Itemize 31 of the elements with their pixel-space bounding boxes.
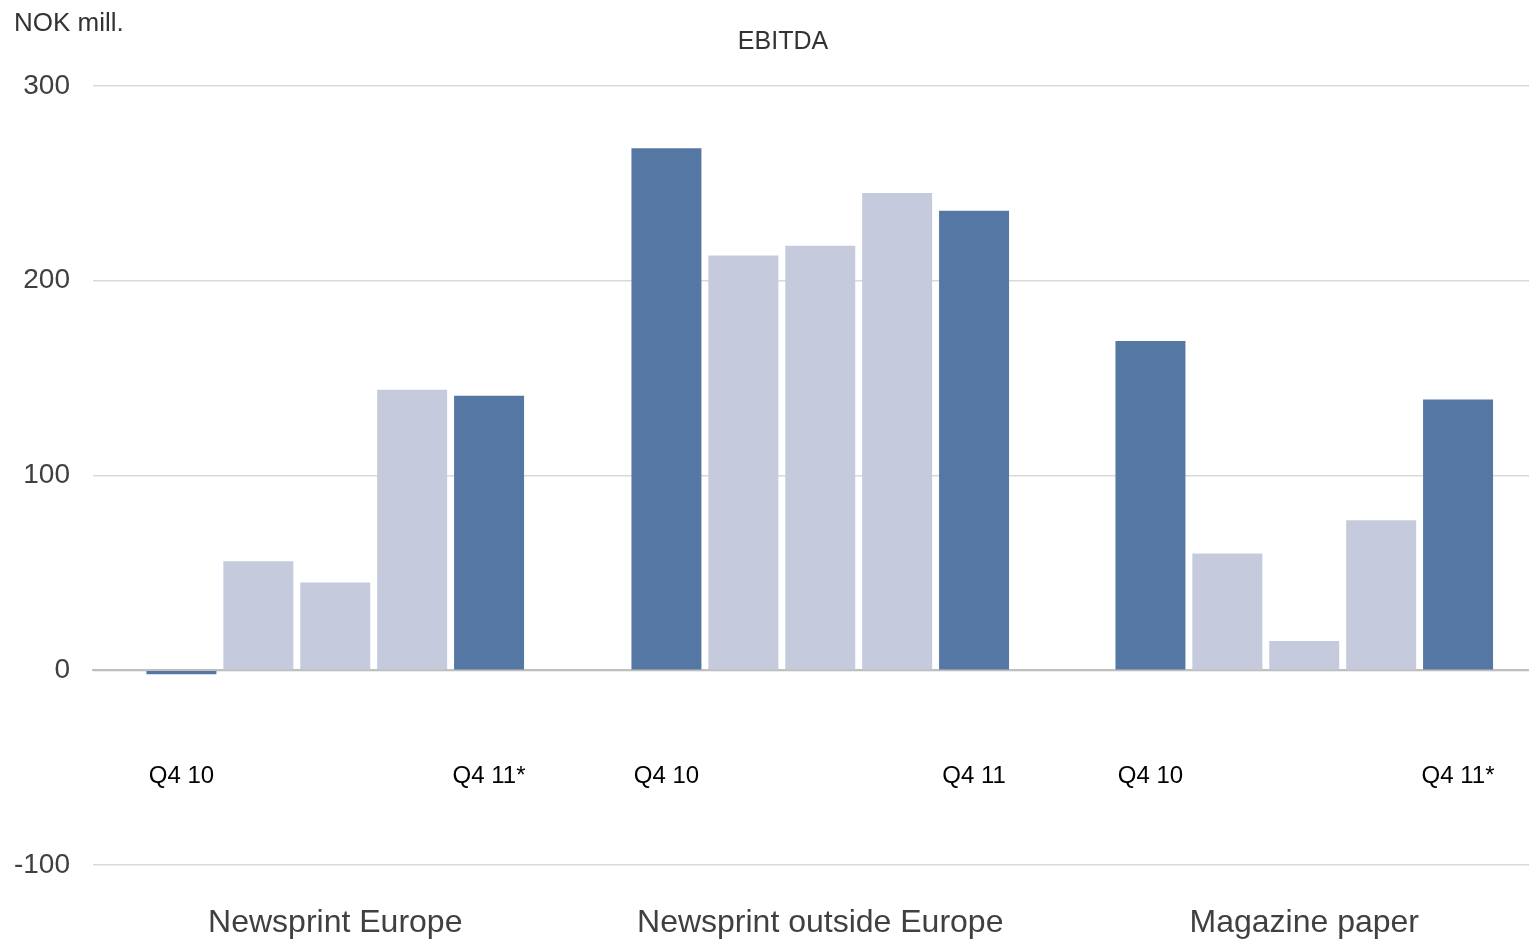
chart-title: EBITDA: [737, 26, 829, 54]
bar: [1269, 641, 1340, 670]
bar: [146, 671, 217, 675]
bar: [785, 245, 856, 670]
y-tick-label: 100: [23, 458, 70, 490]
y-axis-title: NOK mill.: [14, 7, 124, 37]
bar: [708, 255, 779, 670]
bar: [862, 193, 933, 670]
x-axis-title: Magazine paper: [1189, 903, 1419, 939]
bar: [1346, 520, 1417, 670]
x-tick-label: Q4 11: [942, 761, 1006, 789]
x-tick-label: Q4 11*: [452, 761, 526, 789]
x-tick-label: Q4 10: [633, 761, 700, 789]
bar: [1115, 341, 1186, 670]
bar: [631, 148, 702, 670]
y-tick-label: 300: [23, 68, 70, 100]
bar: [300, 582, 371, 670]
bar: [1423, 399, 1494, 670]
x-tick-label: Q4 11*: [1421, 761, 1495, 789]
y-tick-label: 0: [54, 652, 70, 684]
bar: [1192, 553, 1263, 670]
y-tick-label: -100: [13, 847, 70, 879]
x-tick-label: Q4 10: [1117, 761, 1184, 789]
y-tick-label: 200: [23, 263, 70, 295]
x-axis-title: Newsprint outside Europe: [637, 903, 1004, 939]
bar: [377, 389, 448, 670]
x-axis-title: Newsprint Europe: [208, 903, 463, 939]
x-tick-label: Q4 10: [148, 761, 215, 789]
bar: [223, 561, 294, 670]
bar: [454, 395, 525, 670]
bar: [939, 210, 1010, 670]
